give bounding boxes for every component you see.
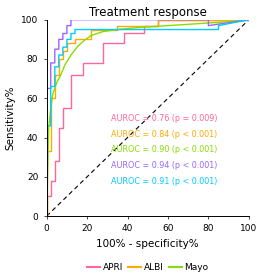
Title: Treatment response: Treatment response [89, 6, 207, 19]
Text: AUROC = 0.94 (p < 0.001): AUROC = 0.94 (p < 0.001) [111, 161, 218, 170]
Text: AUROC = 0.76 (p = 0.009): AUROC = 0.76 (p = 0.009) [111, 114, 218, 123]
Text: AUROC = 0.90 (p < 0.001): AUROC = 0.90 (p < 0.001) [111, 145, 218, 154]
X-axis label: 100% - specificity%: 100% - specificity% [97, 239, 199, 249]
Y-axis label: Sensitivity%: Sensitivity% [6, 86, 16, 150]
Text: AUROC = 0.84 (p < 0.001): AUROC = 0.84 (p < 0.001) [111, 130, 218, 139]
Text: AUROC = 0.91 (p < 0.001): AUROC = 0.91 (p < 0.001) [111, 177, 218, 186]
